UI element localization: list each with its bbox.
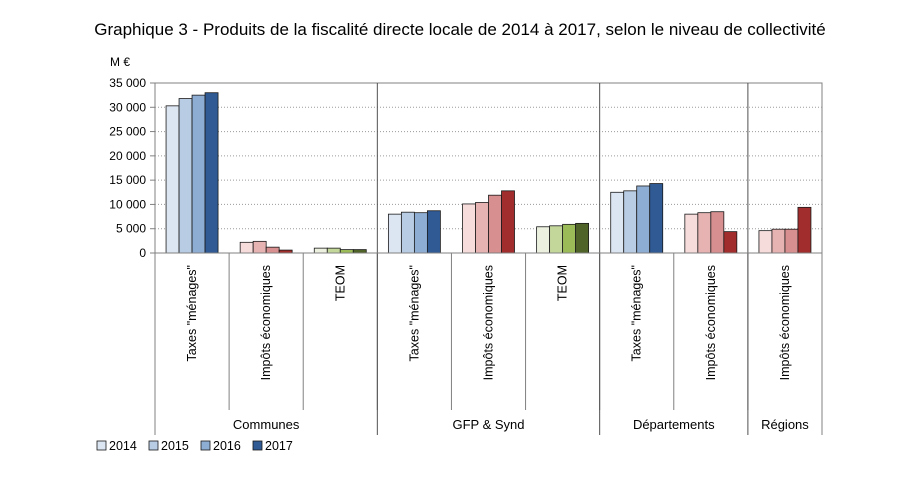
category-label: Impôts économiques xyxy=(259,265,273,380)
group-label: Communes xyxy=(233,417,300,432)
y-tick-label: 20 000 xyxy=(109,149,146,163)
bar xyxy=(387,213,402,254)
legend: 2014 2015 2016 2017 xyxy=(96,439,293,453)
bar xyxy=(413,212,428,254)
bar xyxy=(326,247,341,254)
bar xyxy=(562,223,577,254)
y-tick-label: 10 000 xyxy=(109,197,146,211)
group-label: Départements xyxy=(633,417,715,432)
bar xyxy=(723,231,738,254)
y-axis-unit: M € xyxy=(110,55,130,69)
bar xyxy=(697,212,712,254)
y-tick-label: 0 xyxy=(139,246,146,260)
legend-swatch xyxy=(200,440,211,451)
bar xyxy=(252,240,267,254)
bar xyxy=(549,225,564,254)
group-label: Régions xyxy=(761,417,809,432)
bar xyxy=(352,249,367,254)
category-label: TEOM xyxy=(556,265,570,301)
category-label: Taxes "ménages" xyxy=(407,265,421,361)
legend-swatch xyxy=(252,440,263,451)
bar xyxy=(239,241,254,254)
bar xyxy=(710,211,725,254)
legend-label: 2017 xyxy=(265,439,293,453)
bar xyxy=(623,190,638,254)
y-tick-label: 15 000 xyxy=(109,173,146,187)
category-label: TEOM xyxy=(333,265,347,301)
bar xyxy=(313,247,328,254)
chart-title: Graphique 3 - Produits de la fiscalité d… xyxy=(94,20,825,39)
bar xyxy=(797,206,812,254)
category-label: Impôts économiques xyxy=(482,265,496,380)
legend-swatch xyxy=(148,440,159,451)
bar xyxy=(536,226,551,254)
y-tick-label: 25 000 xyxy=(109,125,146,139)
bar xyxy=(462,203,476,254)
legend-label: 2016 xyxy=(213,439,241,453)
bar xyxy=(400,211,415,254)
y-tick-label: 30 000 xyxy=(109,100,146,114)
group-label: GFP & Synd xyxy=(452,417,524,432)
bar xyxy=(475,202,489,254)
bar xyxy=(165,105,180,254)
bar xyxy=(501,190,515,254)
bar xyxy=(649,183,664,254)
y-tick-label: 35 000 xyxy=(109,76,146,90)
legend-label: 2014 xyxy=(109,439,137,453)
bar xyxy=(339,249,354,254)
bar xyxy=(178,98,193,254)
category-label: Taxes "ménages" xyxy=(185,265,199,361)
bar xyxy=(771,228,786,254)
category-label: Impôts économiques xyxy=(704,265,718,380)
bar xyxy=(575,222,590,254)
bar xyxy=(636,185,651,254)
bar xyxy=(784,228,799,254)
bar xyxy=(204,92,219,254)
category-label: Impôts économiques xyxy=(778,265,792,380)
bar xyxy=(684,213,699,254)
y-tick-label: 5 000 xyxy=(116,222,146,236)
bar xyxy=(265,246,280,254)
bar xyxy=(191,94,206,254)
bar xyxy=(758,230,773,254)
legend-label: 2015 xyxy=(161,439,189,453)
bar xyxy=(610,191,625,254)
plot-area: 0 5 000 10 000 15 000 20 000 25 000 30 000 35 0… xyxy=(109,76,823,435)
bar xyxy=(426,210,441,254)
legend-swatch xyxy=(96,440,107,451)
category-label: Taxes "ménages" xyxy=(630,265,644,361)
bar xyxy=(488,194,502,254)
